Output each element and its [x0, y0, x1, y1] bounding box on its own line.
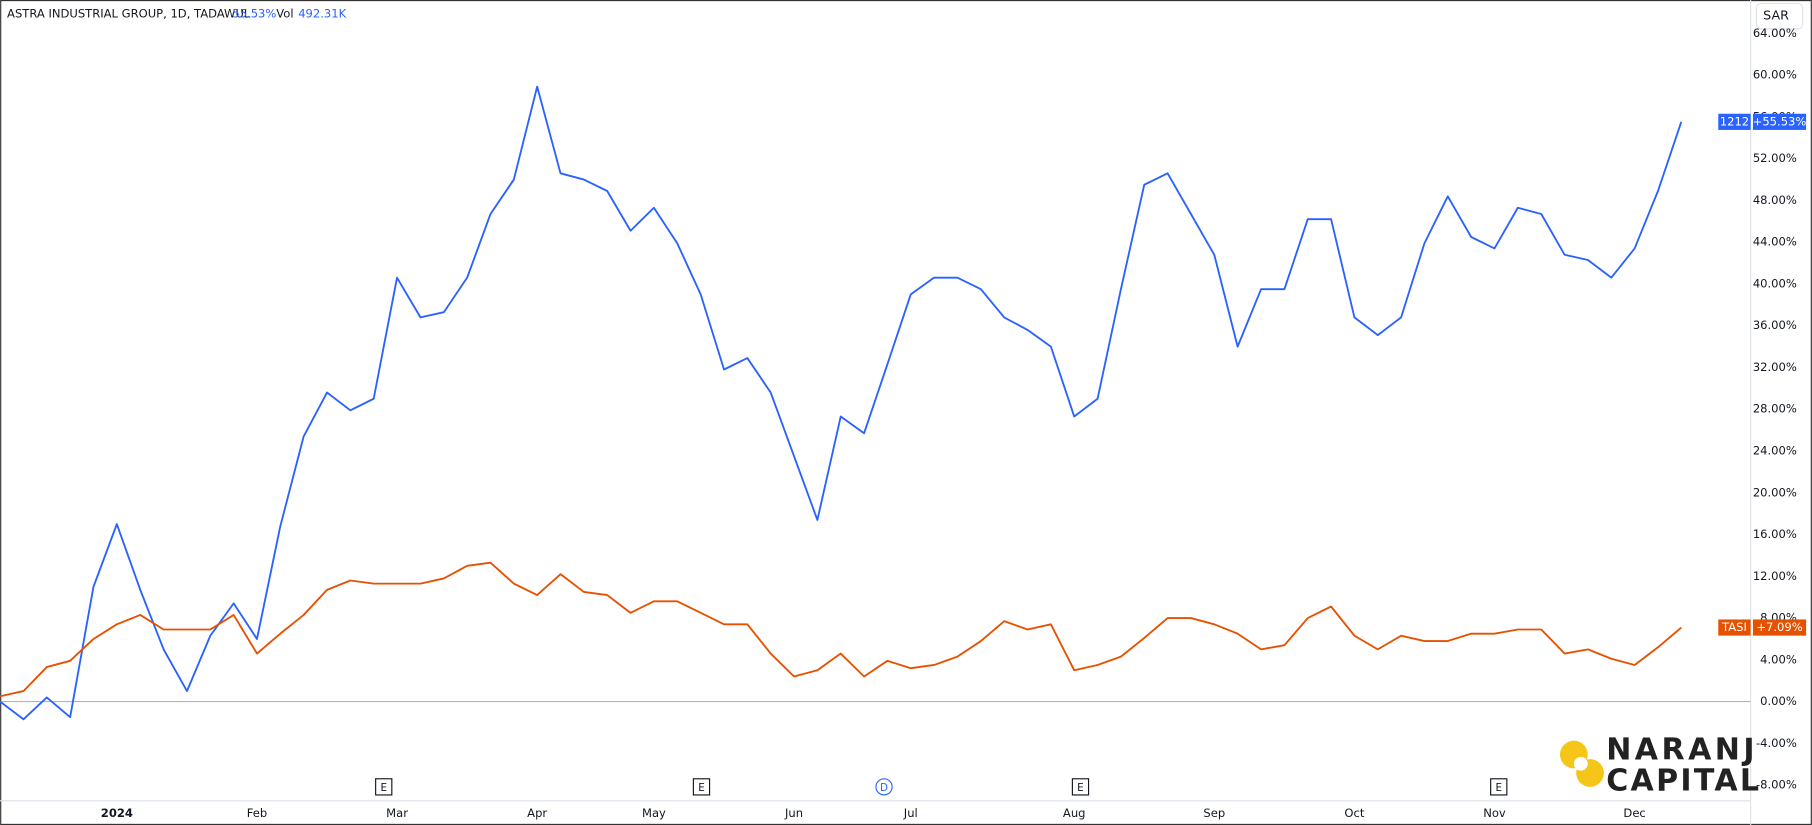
- y-tick-label: -4.00%: [1756, 736, 1797, 750]
- y-tick-label: 48.00%: [1753, 193, 1797, 207]
- x-tick-label: May: [642, 806, 666, 820]
- y-tick-label: 12.00%: [1753, 569, 1797, 583]
- y-tick-label: 36.00%: [1753, 318, 1797, 332]
- end-label-box: [1752, 619, 1807, 636]
- x-tick-label: Oct: [1344, 806, 1364, 820]
- y-tick-label: 64.00%: [1753, 26, 1797, 40]
- y-tick-label: -8.00%: [1756, 778, 1797, 792]
- event-label: E: [698, 782, 705, 794]
- x-tick-label: Sep: [1203, 806, 1225, 820]
- x-tick-label: Apr: [527, 806, 547, 820]
- x-tick-label: Jun: [784, 806, 803, 820]
- vol-label: Vol: [276, 6, 293, 20]
- y-tick-label: 28.00%: [1753, 402, 1797, 416]
- line-series: [0, 561, 1682, 698]
- x-tick-label: Mar: [386, 806, 408, 820]
- end-label-box: [1752, 113, 1807, 130]
- symbol-title: ASTRA INDUSTRIAL GROUP, 1D, TADAWUL: [7, 6, 251, 20]
- series-name: 1212: [1720, 114, 1749, 128]
- y-tick-label: 0.00%: [1760, 694, 1797, 708]
- event-label: E: [380, 782, 387, 794]
- change: 55.53%: [232, 6, 276, 20]
- y-tick-label: 60.00%: [1753, 68, 1797, 82]
- y-tick-label: 16.00%: [1753, 527, 1797, 541]
- series-name: TASI: [1721, 620, 1747, 634]
- currency-button[interactable]: [1755, 2, 1804, 30]
- y-tick-label: 32.00%: [1753, 360, 1797, 374]
- x-tick-label: 2024: [101, 806, 133, 820]
- logo-text: CAPITAL: [1606, 764, 1761, 799]
- x-tick-label: Nov: [1483, 806, 1506, 820]
- x-tick-label: Jul: [903, 806, 918, 820]
- line-series: [0, 85, 1683, 721]
- event-marker: [1490, 778, 1508, 796]
- event-marker: [375, 778, 393, 796]
- event-marker: [1071, 778, 1090, 796]
- event-label: D: [880, 782, 888, 794]
- series-name-box: [1718, 113, 1751, 130]
- x-tick-label: Feb: [247, 806, 267, 820]
- vol-value: 492.31K: [298, 6, 346, 20]
- y-tick-label: 20.00%: [1753, 485, 1797, 499]
- event-label: E: [1077, 782, 1084, 794]
- x-tick-label: Aug: [1063, 806, 1086, 820]
- x-tick-label: Dec: [1623, 806, 1645, 820]
- logo: NARANJ CAPITAL: [1559, 733, 1761, 799]
- end-label: +7.09%: [1756, 620, 1802, 634]
- currency[interactable]: SAR: [1763, 8, 1789, 23]
- event-label: E: [1495, 782, 1502, 794]
- event-marker: [875, 778, 893, 796]
- logo-icon: [1573, 756, 1588, 771]
- y-tick-label: 44.00%: [1753, 235, 1797, 249]
- series-name-box: [1718, 619, 1751, 636]
- y-tick-label: 24.00%: [1753, 444, 1797, 458]
- logo-text: NARANJ: [1606, 733, 1758, 768]
- y-tick-label: 4.00%: [1760, 652, 1797, 666]
- y-tick-label: 52.00%: [1753, 151, 1797, 165]
- y-tick-label: 40.00%: [1753, 276, 1797, 290]
- event-marker: [692, 778, 711, 796]
- end-label: +55.53%: [1753, 114, 1807, 128]
